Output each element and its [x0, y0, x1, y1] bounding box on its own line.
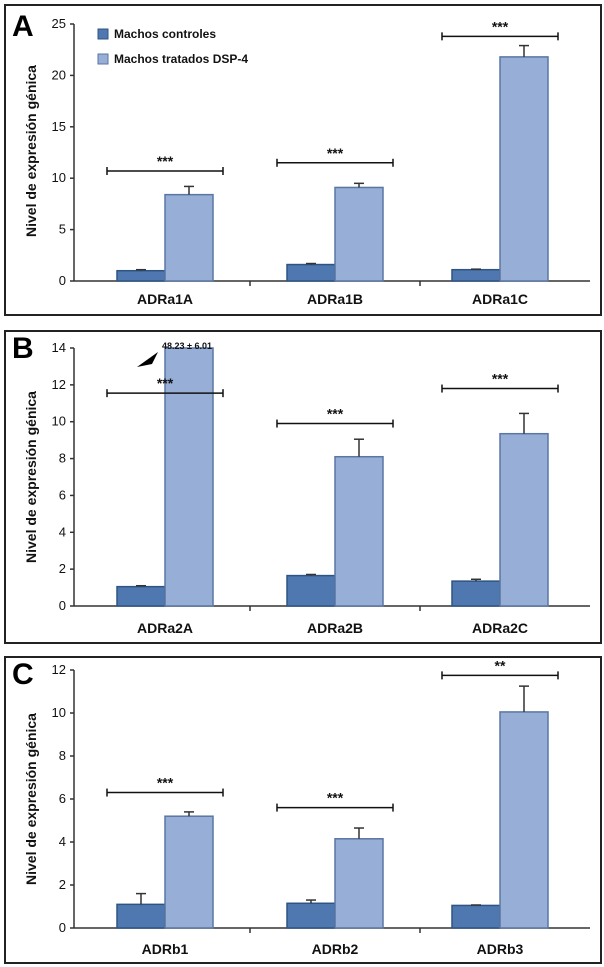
panel-b-bar [334, 455, 384, 607]
panel-c-significance-label: *** [157, 775, 174, 791]
panel-a: A Nivel de expresión génica 0 5 10 15 20 25 ADRa… [12, 10, 590, 307]
panel-c-category-label: ADRb2 [312, 941, 359, 957]
panel-a-letter: A [12, 10, 34, 43]
panel-b-category-label: ADRa2A [137, 620, 193, 636]
panel-a-category-label: ADRa1A [137, 291, 193, 307]
panel-c-y-tick-label: 8 [59, 748, 66, 763]
panel-c-bar [164, 815, 214, 929]
panel-a-y-tick-label: 0 [59, 273, 66, 288]
panel-c-bar [451, 904, 501, 929]
panel-c-bar [286, 902, 336, 929]
panel-b-y-tick-label: 12 [52, 377, 66, 392]
panel-a-y-tick-label: 25 [52, 16, 66, 31]
panel-c-category-label: ADRb3 [477, 941, 524, 957]
panel-a-legend-swatch [97, 53, 109, 65]
panel-c-letter: C [12, 658, 34, 691]
panel-a-significance-label: *** [492, 18, 509, 34]
panel-c-y-tick-label: 2 [59, 877, 66, 892]
panel-a-y-axis-label: Nivel de expresión génica [23, 65, 39, 237]
panel-c: C Nivel de expresión génica 0 2 4 6 8 10 12 ADRb1… [12, 657, 590, 957]
panel-a-bar [499, 56, 549, 282]
panel-b: B Nivel de expresión génica 0 2 4 6 8 10 12 14 ADR… [12, 332, 590, 636]
panel-a-legend-label: Machos tratados DSP-4 [114, 52, 248, 66]
panel-a-y-tick-label: 15 [52, 119, 66, 134]
panel-b-frame [4, 330, 602, 644]
panel-a-frame [4, 4, 602, 316]
panel-b-y-tick-label: 0 [59, 598, 66, 613]
panel-b-y-tick-label: 2 [59, 561, 66, 576]
panel-a-category-label: ADRa1C [472, 291, 528, 307]
panel-b-bar [164, 347, 214, 607]
panel-b-annotation-arrowhead [137, 352, 158, 367]
panel-a-significance-label: *** [157, 153, 174, 169]
panel-b-significance-label: *** [157, 375, 174, 391]
panel-b-bar [451, 580, 501, 607]
panel-b-significance-label: *** [492, 371, 509, 387]
panel-c-y-tick-label: 10 [52, 705, 66, 720]
panel-b-y-tick-label: 10 [52, 414, 66, 429]
panel-a-legend-swatch [97, 28, 109, 40]
panel-b-y-tick-label: 4 [59, 524, 66, 539]
panel-c-category-label: ADRb1 [142, 941, 189, 957]
panel-a-bar [451, 268, 501, 282]
panel-b-letter: B [12, 332, 34, 365]
panel-c-frame [4, 656, 602, 964]
panel-a-bar [286, 263, 336, 282]
panel-b-significance-label: *** [327, 406, 344, 422]
panel-c-significance-label: ** [495, 657, 506, 673]
panel-a-y-tick-label: 5 [59, 222, 66, 237]
panel-a-y-tick-label: 20 [52, 67, 66, 82]
panel-a-bar [334, 186, 384, 282]
panel-b-category-label: ADRa2C [472, 620, 528, 636]
panel-c-significance-label: *** [327, 790, 344, 806]
panel-b-bar [286, 574, 336, 607]
panel-a-legend-label: Machos controles [114, 27, 216, 41]
panel-c-y-tick-label: 12 [52, 662, 66, 677]
panel-c-y-tick-label: 4 [59, 834, 66, 849]
panel-c-y-tick-label: 6 [59, 791, 66, 806]
panel-b-category-label: ADRa2B [307, 620, 363, 636]
panel-c-y-axis-label: Nivel de expresión génica [23, 713, 39, 885]
panel-b-y-axis-label: Nivel de expresión génica [23, 391, 39, 563]
panel-b-annotation-label: 48.23 ± 6.01 [162, 341, 212, 351]
panel-a-y-tick-label: 10 [52, 170, 66, 185]
panel-c-bar [334, 838, 384, 929]
panel-c-bar [499, 711, 549, 929]
panel-c-bar [116, 903, 166, 929]
panel-a-significance-label: *** [327, 145, 344, 161]
panel-b-bar [116, 585, 166, 607]
panel-a-bar [116, 269, 166, 282]
panel-b-y-tick-label: 6 [59, 487, 66, 502]
panel-b-y-tick-label: 14 [52, 340, 66, 355]
panel-b-bar [499, 432, 549, 607]
panel-c-y-tick-label: 0 [59, 920, 66, 935]
panel-b-y-tick-label: 8 [59, 451, 66, 466]
panel-a-category-label: ADRa1B [307, 291, 363, 307]
panel-a-bar [164, 193, 214, 282]
